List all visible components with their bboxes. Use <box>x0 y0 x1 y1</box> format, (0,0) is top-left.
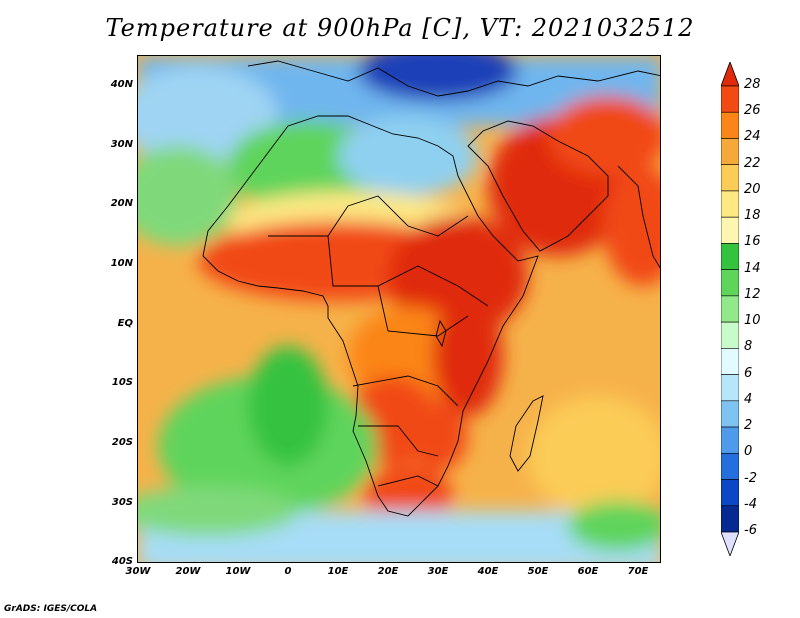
colorbar-label: -2 <box>744 470 757 486</box>
lon-label-30e: 30E <box>427 566 449 577</box>
colorbar-label: -4 <box>744 496 757 512</box>
lon-label-10w: 10W <box>225 566 251 577</box>
colorbar-label: -6 <box>744 523 757 538</box>
coastlines <box>202 60 660 517</box>
lon-label-60e: 60E <box>577 566 599 577</box>
colorbar-top-arrow <box>721 62 739 87</box>
lat-label-10s: 10S <box>111 377 133 388</box>
lat-label-20n: 20N <box>110 198 133 209</box>
arabia-outline <box>467 120 609 252</box>
colorbar-label: 24 <box>744 129 761 145</box>
colorbar-label: 0 <box>744 444 753 460</box>
map-plot-area <box>137 55 661 563</box>
colorbar-bottom-arrow <box>721 531 739 556</box>
colorbar-label: 28 <box>744 77 761 92</box>
india-outline <box>617 165 660 269</box>
colorbar-swatch <box>721 295 739 323</box>
lon-label-10e: 10E <box>327 566 349 577</box>
colorbar-label: 2 <box>744 418 753 434</box>
lat-label-20s: 20S <box>111 437 133 448</box>
border-2 <box>327 235 489 307</box>
colorbar-swatch <box>721 190 739 218</box>
colorbar-label: 18 <box>744 208 761 224</box>
lon-label-20e: 20E <box>377 566 399 577</box>
lat-label-eq: EQ <box>117 318 133 329</box>
map-title: Temperature at 900hPa [C], VT: 202103251… <box>105 14 695 42</box>
colorbar-label: 26 <box>744 103 761 119</box>
europe-outline <box>247 60 660 97</box>
indian-ocean-yellow <box>528 396 660 516</box>
colorbar-label: 20 <box>744 181 761 197</box>
lon-label-20w: 20W <box>175 566 201 577</box>
colorbar-label: 22 <box>744 155 761 171</box>
lon-label-50e: 50E <box>527 566 549 577</box>
colorbar-label: 12 <box>744 286 761 302</box>
lat-label-40n: 40N <box>110 79 133 90</box>
lat-label-30s: 30S <box>111 497 133 508</box>
border-3 <box>377 285 469 337</box>
lat-label-40s: 40S <box>111 556 133 567</box>
colorbar-swatch <box>721 374 739 402</box>
se-green <box>568 501 660 551</box>
colorbar-label: 4 <box>744 391 753 407</box>
colorbar-swatch <box>721 400 739 428</box>
libya-blue <box>338 116 478 196</box>
madagascar-outline <box>509 395 544 472</box>
colorbar-swatch <box>721 479 739 507</box>
east-africa-hot <box>433 296 503 416</box>
south-ocean-green <box>138 486 298 536</box>
lon-label-30w: 30W <box>125 566 151 577</box>
lat-label-30n: 30N <box>110 139 133 150</box>
temperature-map <box>138 56 660 562</box>
border-6 <box>377 475 439 487</box>
colorbar <box>721 62 739 556</box>
colorbar-swatch <box>721 452 739 480</box>
sudan-hot <box>388 216 528 336</box>
colorbar-label: 8 <box>744 339 753 355</box>
temperature-field <box>138 56 660 562</box>
colorbar-label: 6 <box>744 365 753 381</box>
colorbar-swatch <box>721 164 739 192</box>
colorbar-swatch <box>721 111 739 139</box>
colorbar-label: 14 <box>744 260 761 276</box>
colorbar-swatch <box>721 321 739 349</box>
border-5 <box>358 425 439 457</box>
border-4 <box>352 375 459 407</box>
colorbar-swatch <box>721 85 739 113</box>
colorbar-swatch <box>721 348 739 375</box>
lon-label-0: 0 <box>284 566 292 577</box>
lat-label-10n: 10N <box>110 258 133 269</box>
colorbar-swatch <box>721 138 739 166</box>
india-hot <box>603 166 660 286</box>
lon-label-70e: 70E <box>627 566 649 577</box>
colorbar-label: 10 <box>744 313 761 329</box>
colorbar-swatch <box>721 269 739 297</box>
lon-label-40e: 40E <box>477 566 499 577</box>
benguela-green <box>248 346 328 466</box>
credit-text: GrADS: IGES/COLA <box>4 604 98 614</box>
colorbar-swatch <box>721 505 739 533</box>
med-cold <box>358 56 518 101</box>
atlantic-green <box>138 146 238 246</box>
great-lakes <box>435 319 447 348</box>
colorbar-swatch <box>721 426 739 454</box>
colorbar-swatch <box>721 216 739 244</box>
colorbar-label: 16 <box>744 234 761 250</box>
iran-hot <box>548 96 660 176</box>
colorbar-swatch <box>721 243 739 270</box>
